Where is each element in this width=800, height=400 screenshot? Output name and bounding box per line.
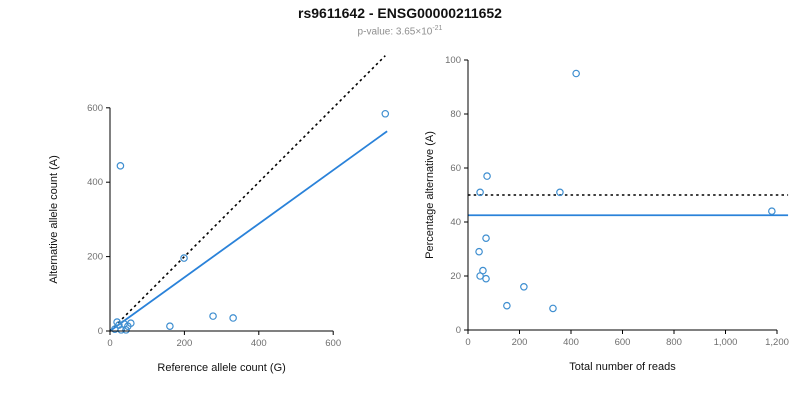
data-point	[209, 312, 217, 320]
data-point	[122, 326, 130, 334]
y-tick-label: 60	[450, 163, 461, 174]
y-axis-title: Percentage alternative (A)	[424, 131, 436, 259]
pvalue-exponent: -21	[432, 25, 443, 32]
y-tick-label: 200	[87, 252, 103, 263]
data-point	[476, 188, 484, 197]
x-tick-label: 800	[666, 337, 682, 348]
figure-title: rs9611642 - ENSG00000211652	[298, 5, 502, 21]
data-point	[475, 247, 483, 256]
figure-subtitle: p-value: 3.65×10-21	[0, 25, 800, 37]
pvalue-label: p-value: 3.65×10	[357, 26, 433, 38]
data-point	[549, 304, 557, 313]
x-tick-label: 1,200	[765, 337, 789, 348]
x-axis-title: Total number of reads	[569, 361, 676, 373]
x-axis-title: Reference allele count (G)	[157, 362, 285, 374]
data-point	[572, 69, 580, 78]
data-point	[127, 319, 135, 327]
x-tick-label: 200	[512, 337, 528, 348]
left-scatter-panel: 0 200 400 600 0 200 400 600 Reference allele cou…	[48, 55, 390, 374]
fit-line	[109, 130, 388, 332]
data-point	[229, 314, 237, 322]
x-tick-label: 200	[176, 338, 192, 349]
right-scatter-panel: 0 200 400 600 800 1,000 1,200 0 20 40 60 80 100 Total…	[424, 55, 789, 373]
data-point	[482, 234, 490, 243]
data-point	[768, 207, 776, 216]
data-point	[117, 326, 125, 334]
y-tick-label: 80	[450, 109, 461, 120]
x-tick-label: 1,000	[714, 337, 738, 348]
x-tick-label: 0	[465, 337, 470, 348]
y-tick-label: 0	[456, 325, 461, 336]
y-tick-label: 100	[445, 55, 461, 66]
x-tick-label: 600	[325, 338, 341, 349]
x-tick-label: 400	[563, 337, 579, 348]
y-tick-label: 400	[87, 177, 103, 188]
data-point	[166, 322, 174, 330]
data-point	[482, 274, 490, 283]
x-tick-label: 600	[615, 337, 631, 348]
x-tick-label: 0	[107, 338, 112, 349]
y-tick-label: 20	[450, 271, 461, 282]
data-point	[503, 301, 511, 310]
data-point	[556, 188, 564, 197]
data-point	[116, 162, 125, 170]
y-tick-label: 600	[87, 103, 103, 114]
identity-line	[109, 55, 386, 332]
data-point	[483, 172, 491, 180]
x-tick-label: 400	[251, 338, 267, 349]
data-point	[381, 109, 390, 118]
data-point	[180, 254, 188, 262]
data-point	[520, 283, 528, 291]
y-tick-label: 40	[450, 217, 461, 228]
y-axis-title: Alternative allele count (A)	[48, 155, 60, 283]
y-tick-label: 0	[98, 326, 103, 337]
data-point	[476, 272, 484, 280]
